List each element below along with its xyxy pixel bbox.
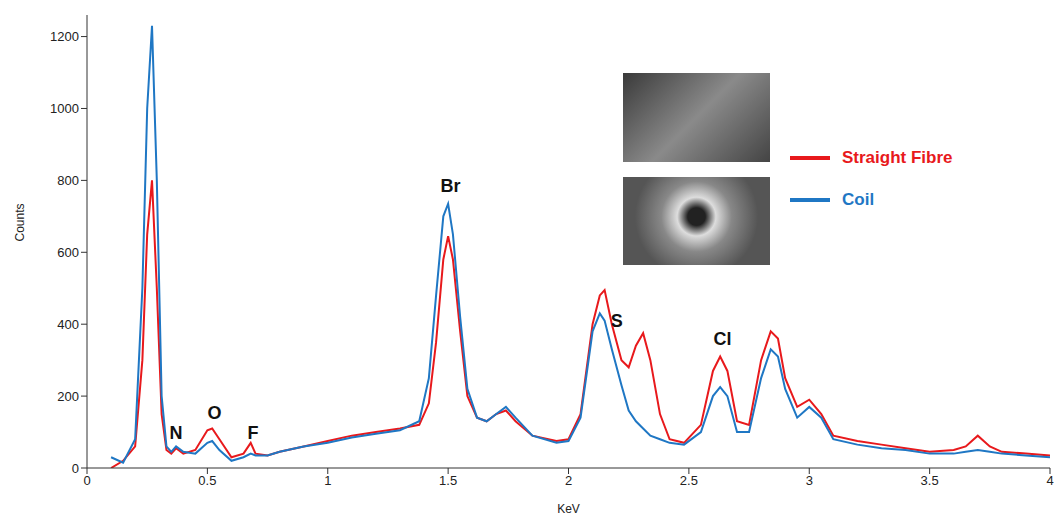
svg-text:S: S — [611, 311, 623, 331]
svg-text:600: 600 — [57, 245, 79, 260]
svg-text:KeV: KeV — [557, 502, 580, 516]
svg-text:N: N — [170, 423, 183, 443]
svg-text:F: F — [248, 423, 259, 443]
svg-text:2.5: 2.5 — [680, 473, 698, 488]
svg-text:3.5: 3.5 — [921, 473, 939, 488]
svg-text:0: 0 — [83, 473, 90, 488]
svg-text:Br: Br — [441, 176, 461, 196]
svg-text:200: 200 — [57, 389, 79, 404]
svg-text:1.5: 1.5 — [439, 473, 457, 488]
svg-text:Counts: Counts — [13, 203, 27, 241]
svg-text:1: 1 — [324, 473, 331, 488]
svg-text:400: 400 — [57, 317, 79, 332]
svg-text:2: 2 — [565, 473, 572, 488]
svg-text:1200: 1200 — [50, 29, 79, 44]
svg-text:800: 800 — [57, 173, 79, 188]
svg-text:O: O — [208, 403, 222, 423]
svg-text:0.5: 0.5 — [198, 473, 216, 488]
html-text:Straight Fibre: Straight Fibre — [842, 148, 953, 167]
svg-text:4: 4 — [1046, 473, 1053, 488]
svg-text:1000: 1000 — [50, 101, 79, 116]
svg-text:0: 0 — [72, 461, 79, 476]
html-text:Coil: Coil — [842, 190, 875, 209]
svg-text:Cl: Cl — [714, 329, 732, 349]
svg-text:3: 3 — [806, 473, 813, 488]
